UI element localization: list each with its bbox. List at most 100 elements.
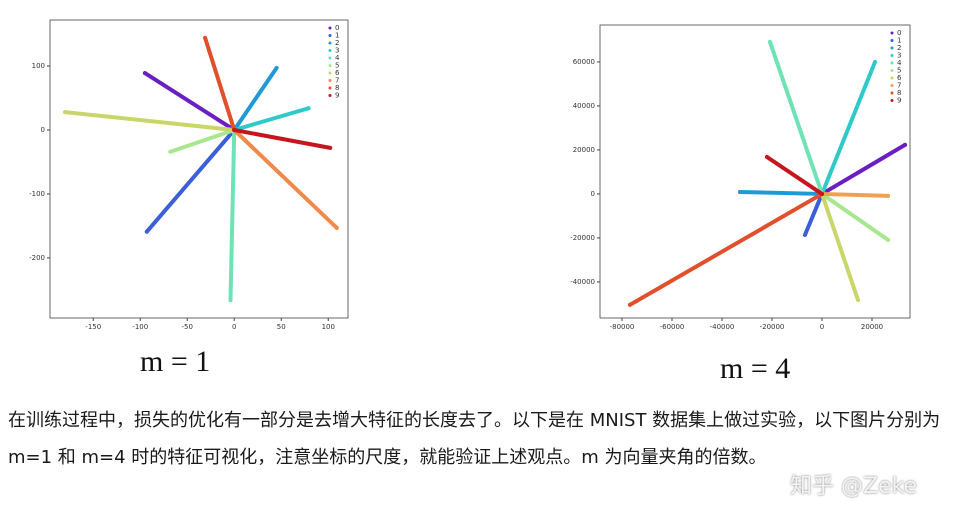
ray — [820, 191, 860, 302]
ray — [63, 110, 237, 132]
ray — [203, 35, 237, 132]
point — [203, 35, 208, 40]
point — [886, 193, 890, 198]
point — [768, 39, 772, 44]
legend-label: 7 — [897, 82, 901, 90]
legend-marker — [890, 91, 894, 95]
legend-label: 3 — [897, 52, 901, 60]
point — [886, 237, 890, 242]
legend-label: 5 — [335, 62, 339, 70]
legend-marker — [328, 86, 332, 90]
point — [738, 189, 742, 194]
caption: m = 4 — [720, 352, 791, 385]
legend-label: 4 — [897, 59, 902, 67]
ray — [765, 154, 824, 196]
x-tick-label: 0 — [820, 323, 824, 331]
legend-marker — [890, 46, 894, 50]
legend-marker — [328, 94, 332, 97]
ray — [228, 127, 237, 303]
point — [765, 154, 769, 159]
point — [820, 191, 824, 196]
legend-label: 3 — [335, 47, 339, 55]
legend-label: 6 — [335, 69, 340, 77]
x-tick-label: -20000 — [760, 323, 785, 331]
point — [228, 298, 233, 303]
x-tick-label: 50 — [277, 323, 286, 331]
y-tick-label: -40000 — [570, 278, 595, 286]
point — [168, 149, 173, 154]
ray — [168, 127, 237, 154]
point — [232, 127, 237, 132]
y-tick-label: 60000 — [573, 58, 595, 66]
point — [144, 229, 149, 234]
legend-marker — [890, 84, 894, 87]
legend-marker — [328, 79, 332, 82]
legend-label: 0 — [897, 29, 901, 37]
legend-marker — [890, 99, 894, 102]
ray — [803, 191, 824, 237]
x-tick-label: -60000 — [660, 323, 685, 331]
legend-marker — [328, 64, 332, 67]
ray — [820, 59, 877, 196]
y-tick-label: -20000 — [570, 234, 595, 242]
x-tick-label: -40000 — [710, 323, 735, 331]
point — [306, 106, 311, 111]
ray — [628, 191, 824, 307]
legend-marker — [890, 31, 894, 35]
point — [873, 59, 877, 64]
legend-label: 8 — [335, 84, 339, 92]
y-tick-label: 0 — [41, 126, 45, 134]
ray — [232, 127, 339, 230]
legend-label: 9 — [897, 97, 901, 105]
legend-marker — [328, 34, 332, 37]
legend-marker — [328, 26, 332, 30]
y-tick-label: 40000 — [573, 102, 595, 110]
ray — [820, 191, 890, 242]
point — [803, 232, 807, 237]
legend-marker — [890, 76, 894, 80]
legend-marker — [890, 61, 894, 65]
point — [856, 297, 860, 302]
caption: m = 1 — [140, 345, 211, 378]
legend-label: 9 — [335, 92, 339, 100]
legend-label: 1 — [335, 32, 339, 40]
legend-label: 6 — [897, 74, 902, 82]
ray — [768, 39, 824, 196]
legend-label: 5 — [897, 67, 901, 75]
ray — [232, 106, 311, 132]
ray — [232, 127, 333, 150]
ray — [820, 191, 890, 198]
point — [142, 71, 147, 76]
legend-marker — [328, 41, 332, 45]
legend-label: 2 — [897, 44, 901, 52]
y-tick-label: -100 — [29, 190, 45, 198]
y-tick-label: 100 — [32, 62, 45, 70]
paragraph: 在训练过程中，损失的优化有一部分是去增大特征的长度去了。以下是在 MNIST 数… — [8, 410, 941, 468]
x-tick-label: -100 — [132, 323, 148, 331]
legend-label: 1 — [897, 37, 901, 45]
point — [274, 65, 279, 70]
ray — [738, 189, 824, 196]
x-tick-label: -80000 — [610, 323, 635, 331]
ray — [142, 71, 237, 132]
legend-label: 8 — [897, 89, 901, 97]
ray — [820, 142, 907, 196]
legend-marker — [890, 69, 894, 72]
x-tick-label: 100 — [322, 323, 335, 331]
plot-frame — [49, 19, 349, 319]
y-tick-label: 20000 — [573, 146, 595, 154]
legend-label: 7 — [335, 77, 339, 85]
point — [334, 225, 339, 230]
point — [628, 302, 632, 307]
legend-marker — [890, 39, 894, 42]
legend-marker — [890, 54, 894, 57]
y-tick-label: -200 — [29, 254, 45, 262]
point — [903, 142, 907, 147]
x-tick-label: 0 — [232, 323, 236, 331]
point — [63, 110, 68, 115]
legend-marker — [328, 71, 332, 75]
y-tick-label: 0 — [591, 190, 595, 198]
legend-label: 2 — [335, 39, 339, 47]
x-tick-label: -150 — [85, 323, 101, 331]
